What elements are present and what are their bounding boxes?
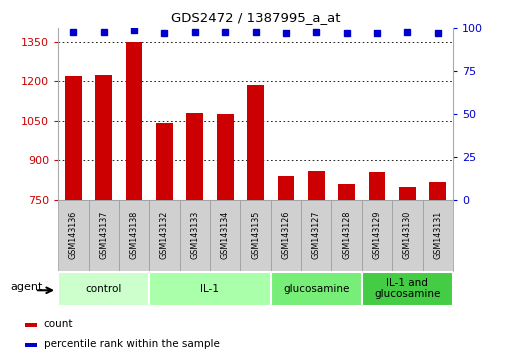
Text: GSM143127: GSM143127 (311, 211, 320, 259)
Bar (337, 184, 355, 200)
Bar (217, 114, 233, 200)
Text: GSM143134: GSM143134 (220, 211, 229, 259)
Text: GSM143130: GSM143130 (402, 211, 411, 259)
FancyBboxPatch shape (270, 272, 361, 306)
Text: GSM143138: GSM143138 (129, 211, 138, 259)
FancyBboxPatch shape (119, 200, 149, 271)
Text: GSM143132: GSM143132 (160, 211, 169, 259)
Bar (368, 172, 385, 200)
FancyBboxPatch shape (58, 200, 88, 271)
Text: GSM143137: GSM143137 (99, 211, 108, 259)
FancyBboxPatch shape (88, 200, 119, 271)
Bar (277, 176, 294, 200)
Bar (95, 75, 112, 200)
FancyBboxPatch shape (361, 272, 452, 306)
FancyBboxPatch shape (149, 272, 270, 306)
Text: count: count (44, 319, 73, 329)
Bar (25, 324, 37, 327)
Bar (398, 187, 415, 200)
FancyBboxPatch shape (58, 272, 149, 306)
Text: percentile rank within the sample: percentile rank within the sample (44, 339, 219, 349)
Text: GSM143133: GSM143133 (190, 211, 199, 259)
Text: GSM143136: GSM143136 (69, 211, 78, 259)
Text: glucosamine: glucosamine (282, 284, 349, 293)
Text: GSM143131: GSM143131 (432, 211, 441, 259)
FancyBboxPatch shape (361, 200, 391, 271)
Bar (126, 41, 142, 200)
Text: GSM143135: GSM143135 (250, 211, 260, 259)
Bar (247, 85, 264, 200)
Bar (25, 343, 37, 347)
Text: IL-1: IL-1 (200, 284, 219, 293)
FancyBboxPatch shape (422, 200, 452, 271)
Text: agent: agent (11, 282, 43, 292)
FancyBboxPatch shape (300, 200, 331, 271)
FancyBboxPatch shape (149, 200, 179, 271)
Text: GSM143129: GSM143129 (372, 211, 381, 259)
Bar (429, 182, 445, 200)
FancyBboxPatch shape (331, 200, 361, 271)
FancyBboxPatch shape (270, 200, 300, 271)
FancyBboxPatch shape (210, 200, 240, 271)
Text: IL-1 and
glucosamine: IL-1 and glucosamine (373, 278, 440, 299)
Bar (186, 113, 203, 200)
Text: GSM143128: GSM143128 (341, 211, 350, 259)
Bar (65, 76, 82, 200)
FancyBboxPatch shape (179, 200, 210, 271)
Bar (307, 171, 324, 200)
Text: GSM143126: GSM143126 (281, 211, 290, 259)
FancyBboxPatch shape (240, 200, 270, 271)
Bar (156, 124, 173, 200)
FancyBboxPatch shape (391, 200, 422, 271)
Text: control: control (85, 284, 122, 293)
Title: GDS2472 / 1387995_a_at: GDS2472 / 1387995_a_at (171, 11, 339, 24)
